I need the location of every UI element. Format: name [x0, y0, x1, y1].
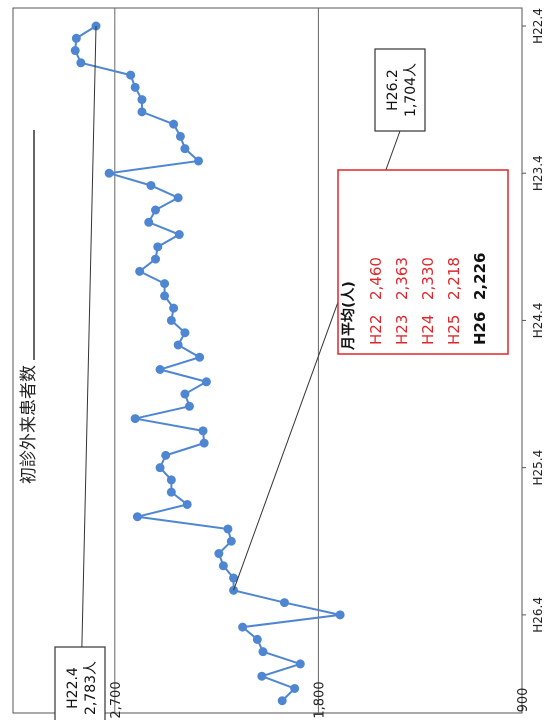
averages-year: H25	[445, 315, 463, 345]
data-point	[173, 193, 183, 203]
data-point	[160, 279, 170, 289]
averages-frame	[337, 169, 509, 355]
data-point	[166, 315, 176, 325]
averages-title: 月平均(人)	[340, 281, 357, 351]
data-point	[169, 119, 179, 129]
data-point	[198, 426, 208, 436]
chart-title: 初診外来患者数	[19, 365, 39, 484]
data-point	[229, 573, 239, 583]
data-point	[135, 266, 145, 276]
data-point	[180, 144, 190, 154]
time-tick-label: H23.4	[531, 155, 545, 191]
callout-line1: H26.2	[385, 69, 401, 111]
data-point	[146, 180, 156, 190]
averages-year: H23	[393, 315, 411, 345]
data-point	[144, 217, 154, 227]
data-point	[184, 401, 194, 411]
callout-line2: 2,783人	[83, 661, 99, 715]
averages-year: H26	[471, 312, 489, 345]
data-point	[180, 389, 190, 399]
value-tick-label: 1,800	[312, 681, 327, 718]
value-tick-label: 900	[516, 688, 531, 713]
averages-value: 2,218	[445, 257, 463, 300]
data-point	[252, 634, 262, 644]
data-point	[258, 647, 268, 657]
data-point	[238, 622, 248, 632]
averages-value: 2,330	[419, 257, 437, 300]
data-point	[182, 499, 192, 509]
data-point	[279, 598, 289, 608]
callout-H22-4: H22.4 2,783人	[54, 25, 106, 724]
data-point	[153, 242, 163, 252]
data-point	[201, 377, 211, 387]
data-point	[257, 671, 267, 681]
averages-year: H22	[367, 315, 385, 345]
data-point	[151, 205, 161, 215]
data-point	[195, 352, 205, 362]
data-point	[166, 475, 176, 485]
averages-box: 月平均(人) H22 2,460 H23 2,363 H24 2,330 H25 2,218 H2…	[337, 169, 509, 355]
averages-value: 2,226	[471, 253, 489, 300]
data-point	[137, 95, 147, 105]
data-point	[160, 291, 170, 301]
averages-value: 2,363	[393, 257, 411, 300]
data-point	[180, 328, 190, 338]
callout-line2: 1,704人	[403, 63, 419, 117]
data-point	[194, 156, 204, 166]
data-point	[132, 512, 142, 522]
data-point	[218, 561, 228, 571]
chart-title-group: 初診外来患者数	[19, 130, 39, 484]
data-point	[173, 340, 183, 350]
data-point	[155, 365, 165, 374]
data-point	[277, 696, 287, 706]
callout-box	[54, 646, 106, 724]
data-point	[199, 438, 209, 448]
data-point	[126, 70, 136, 80]
time-tick-label: H24.4	[531, 303, 545, 339]
data-point	[155, 463, 165, 473]
averages-value: 2,460	[367, 257, 385, 300]
callout-leader	[79, 25, 97, 724]
time-tick-label: H26.4	[531, 597, 545, 633]
data-point	[169, 303, 179, 313]
data-point	[70, 46, 80, 56]
time-tick-label: H22.4	[531, 8, 545, 44]
callout-line1: H22.4	[65, 667, 81, 709]
data-point	[175, 131, 185, 141]
data-point	[161, 450, 171, 460]
data-point	[223, 524, 233, 534]
callout-box	[374, 48, 426, 132]
data-point	[226, 536, 236, 546]
data-point	[76, 58, 86, 68]
data-point	[335, 610, 345, 620]
data-point	[174, 230, 184, 240]
data-point	[214, 549, 224, 559]
data-point	[290, 683, 300, 693]
data-point	[130, 414, 140, 424]
data-point	[166, 487, 176, 497]
data-point	[130, 82, 140, 92]
data-point	[71, 33, 81, 43]
value-tick-label: 2,700	[109, 681, 124, 718]
data-point	[295, 659, 305, 669]
data-point	[137, 107, 147, 117]
time-tick-label: H25.4	[531, 450, 545, 486]
data-point	[104, 168, 114, 178]
averages-year: H24	[419, 315, 437, 345]
data-point	[151, 254, 161, 264]
plot-area	[12, 7, 523, 714]
